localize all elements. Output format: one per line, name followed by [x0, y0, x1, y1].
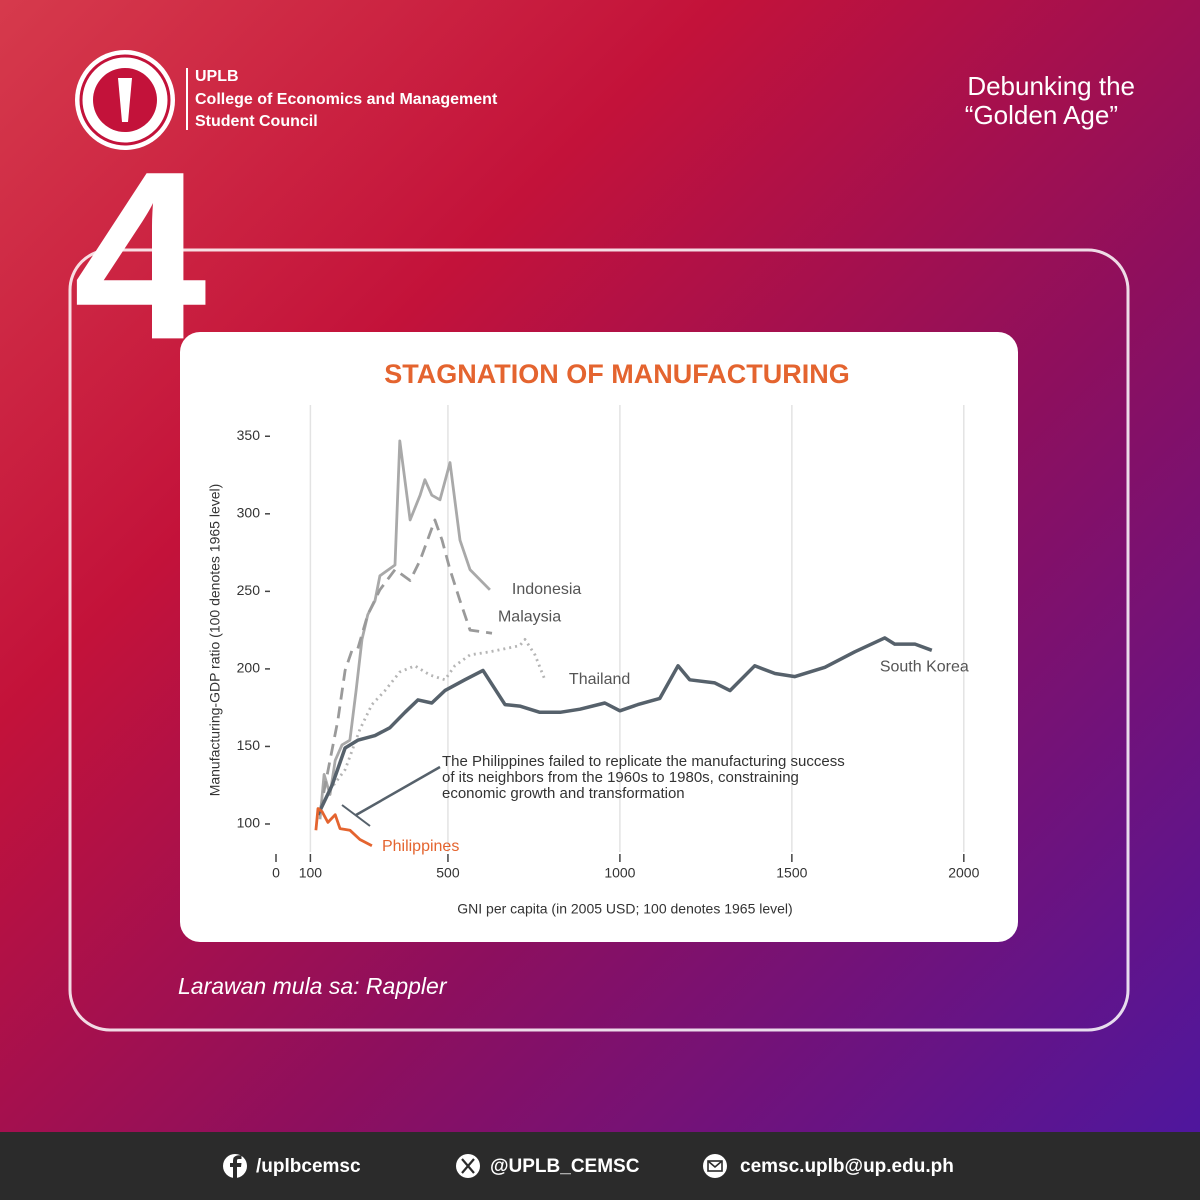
y-tick-label: 150 [237, 737, 261, 753]
series-line [314, 807, 373, 847]
series-line [328, 638, 547, 791]
series-line [318, 518, 493, 812]
x-tick-label: 1000 [604, 865, 635, 881]
y-tick-label: 100 [237, 815, 261, 831]
y-axis-label: Manufacturing-GDP ratio (100 denotes 196… [207, 484, 223, 797]
x-tick-label: 0 [272, 865, 280, 881]
annotation: economic growth and transformation [442, 785, 685, 802]
annotation-pointer [341, 804, 371, 827]
frame [68, 248, 1130, 1032]
series-label: Thailand [569, 671, 630, 688]
annotation: The Philippines failed to replicate the … [442, 753, 845, 770]
annotation-pointer [355, 765, 441, 817]
caption: Larawan mula sa: Rappler [178, 973, 448, 999]
y-tick-label: 200 [237, 660, 261, 676]
x-handle[interactable]: @UPLB_CEMSC [490, 1156, 640, 1177]
org-name: College of Economics and Management [195, 91, 498, 108]
facebook-handle[interactable]: /uplbcemsc [256, 1156, 361, 1177]
footer-bar [0, 1132, 1200, 1200]
chart-title: STAGNATION OF MANUFACTURING [384, 359, 849, 389]
logo [75, 50, 175, 150]
chart: STAGNATION OF MANUFACTURING GNI per capi… [207, 359, 980, 917]
y-tick-label: 350 [237, 427, 261, 443]
org-name: UPLB [195, 68, 239, 85]
series-title: Debunking the [967, 71, 1135, 101]
series-label: South Korea [880, 659, 969, 676]
series-label: Indonesia [512, 581, 581, 598]
series-title: “Golden Age” [965, 100, 1118, 130]
x-axis-label: GNI per capita (in 2005 USD; 100 denotes… [457, 901, 792, 917]
email-link[interactable]: cemsc.uplb@up.edu.ph [703, 1154, 954, 1178]
email-address[interactable]: cemsc.uplb@up.edu.ph [740, 1156, 954, 1177]
series-label: Philippines [382, 838, 459, 855]
org-name: Student Council [195, 113, 318, 130]
x-tick-label: 2000 [948, 865, 979, 881]
x-link[interactable]: @UPLB_CEMSC [456, 1154, 640, 1178]
x-tick-label: 500 [436, 865, 460, 881]
y-tick-label: 300 [237, 505, 261, 521]
annotation: of its neighbors from the 1960s to 1980s… [442, 769, 799, 786]
x-tick-label: 100 [299, 865, 323, 881]
series-line [316, 636, 933, 816]
chart-card [180, 332, 1018, 942]
series-label: Malaysia [498, 608, 561, 625]
facebook-link[interactable]: /uplbcemsc [223, 1154, 361, 1178]
x-tick-label: 1500 [776, 865, 807, 881]
series-line [318, 439, 491, 820]
y-tick-label: 250 [237, 582, 261, 598]
